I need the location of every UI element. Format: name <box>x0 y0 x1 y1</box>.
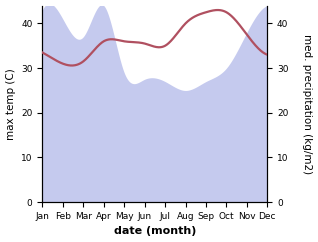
X-axis label: date (month): date (month) <box>114 227 196 236</box>
Y-axis label: med. precipitation (kg/m2): med. precipitation (kg/m2) <box>302 34 313 174</box>
Y-axis label: max temp (C): max temp (C) <box>5 68 16 140</box>
